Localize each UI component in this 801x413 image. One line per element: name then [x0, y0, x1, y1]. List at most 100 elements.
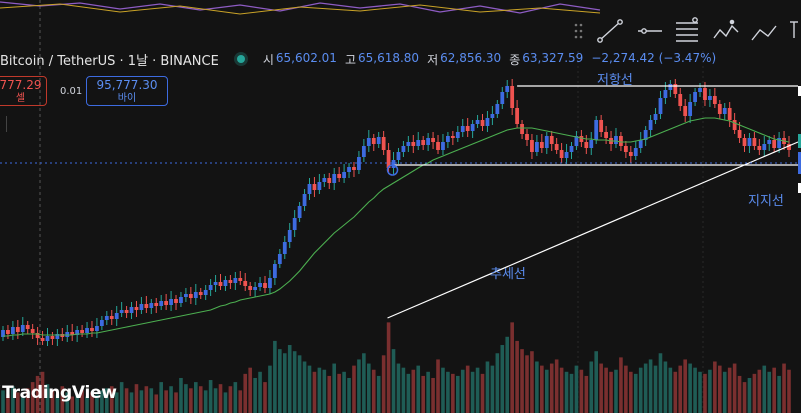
volume-bar — [179, 377, 183, 413]
volume-bar — [149, 388, 154, 413]
candle-body — [342, 172, 346, 178]
volume-bar — [198, 386, 203, 413]
volume-bar — [698, 371, 702, 413]
volume-bar — [169, 386, 173, 413]
candle-body — [391, 160, 396, 168]
sell-button[interactable]: 777.29 셀 — [0, 76, 47, 106]
volume-bar — [332, 363, 337, 413]
volume-bar — [40, 371, 45, 413]
tradingview-logo: ⁄ TradingView — [0, 383, 117, 403]
volume-bar — [174, 392, 178, 413]
volume-bar — [451, 373, 455, 413]
candle-body — [213, 282, 218, 285]
fib-retracement-icon[interactable] — [676, 17, 698, 42]
volume-bar — [184, 384, 188, 413]
candle-body — [104, 316, 109, 320]
candle-body — [381, 137, 386, 150]
volume-bar — [371, 369, 376, 413]
candle-body — [559, 150, 564, 158]
horizontal-line-icon[interactable] — [638, 28, 662, 34]
candle-body — [485, 118, 490, 126]
candle-body — [15, 327, 20, 332]
volume-bar — [396, 363, 401, 413]
candle-body — [722, 108, 727, 114]
candle-body — [233, 278, 238, 283]
volume-bar — [75, 394, 79, 413]
projection-icon[interactable] — [751, 25, 777, 41]
candle-body — [184, 294, 188, 297]
volume-bar — [278, 349, 282, 413]
pattern-icon[interactable] — [713, 19, 739, 39]
volume-bar — [554, 359, 559, 413]
volume-bar — [629, 371, 633, 413]
candle-body — [35, 333, 40, 338]
volume-bar — [594, 351, 599, 413]
volume-bar — [322, 369, 327, 413]
candle-body — [678, 94, 683, 106]
trend-line[interactable] — [387, 141, 799, 319]
volume-bar — [70, 396, 75, 413]
close-key: 종 — [509, 52, 521, 67]
candle-body — [332, 174, 337, 183]
volume-bar — [347, 377, 351, 413]
current-price-tag — [798, 152, 801, 174]
volume-bar — [426, 371, 430, 413]
candle-body — [544, 136, 549, 148]
candle-body — [243, 281, 248, 286]
low-value: 62,856.30 — [440, 50, 502, 65]
volume-bar — [619, 357, 623, 413]
candle-body — [99, 320, 104, 326]
candle-body — [633, 148, 638, 156]
symbol-title[interactable]: Bitcoin / TetherUS · 1날 · BINANCE — [0, 53, 219, 69]
support-label[interactable]: 지지선 — [748, 194, 784, 209]
candle-body — [747, 138, 752, 146]
drag-handle-icon[interactable] — [574, 23, 583, 39]
volume-bar — [599, 363, 603, 413]
volume-bar — [50, 390, 55, 413]
trend-label[interactable]: 추세선 — [490, 267, 526, 282]
candle-body — [737, 130, 742, 138]
trendline-anchor-handle[interactable] — [386, 164, 399, 176]
volume-bar — [109, 386, 114, 413]
candle-body — [95, 326, 99, 331]
volume-bar — [95, 394, 99, 413]
candle-body — [460, 126, 465, 132]
candle-body — [510, 86, 515, 108]
volume-bar — [574, 365, 579, 413]
volume-bar — [124, 388, 129, 413]
candle-body — [643, 130, 648, 140]
trend-line-icon[interactable] — [597, 19, 623, 43]
high-key: 고 — [344, 52, 356, 67]
volume-bar — [243, 373, 248, 413]
candle-body — [40, 338, 45, 341]
candle-body — [777, 138, 782, 148]
chart-grid — [577, 16, 704, 413]
volume-bar — [782, 363, 786, 413]
candle-body — [80, 330, 84, 333]
candle-body — [376, 137, 381, 144]
volume-bar — [475, 367, 480, 413]
volume-bar — [717, 365, 722, 413]
volume-bar — [569, 373, 574, 413]
candle-body — [357, 157, 361, 170]
volume-bar — [35, 375, 40, 413]
volume-bar — [515, 340, 519, 413]
resistance-label[interactable]: 저항선 — [597, 73, 633, 88]
oscillator-line-2 — [0, 3, 601, 15]
candle-body — [653, 114, 658, 120]
candle-body — [450, 136, 455, 138]
symbol-legend: Bitcoin / TetherUS · 1날 · BINANCE 시 65,60… — [0, 50, 716, 69]
open-key: 시 — [262, 52, 274, 67]
volume-bar — [614, 369, 618, 413]
text-icon[interactable] — [790, 21, 798, 38]
volume-bar — [268, 365, 272, 413]
candle-body — [500, 92, 505, 104]
candle-body — [25, 325, 30, 329]
candle-body — [564, 152, 569, 158]
volume-bar — [25, 388, 30, 413]
volume-bar — [144, 386, 149, 413]
volume-bar — [362, 353, 366, 413]
volume-bar — [470, 371, 475, 413]
buy-button[interactable]: 95,777.30 바이 — [86, 76, 168, 106]
